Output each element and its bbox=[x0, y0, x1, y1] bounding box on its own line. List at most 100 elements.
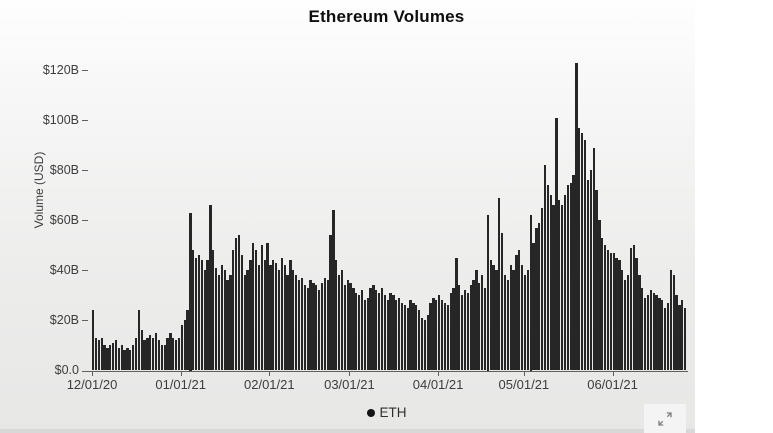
bar[interactable] bbox=[109, 345, 112, 371]
bar[interactable] bbox=[483, 287, 487, 371]
bar[interactable] bbox=[478, 282, 481, 371]
bar[interactable] bbox=[217, 275, 221, 371]
bar[interactable] bbox=[458, 285, 461, 371]
bar[interactable] bbox=[583, 140, 587, 371]
bar[interactable] bbox=[335, 260, 338, 371]
bar[interactable] bbox=[383, 295, 387, 371]
bar[interactable] bbox=[140, 330, 143, 371]
bar[interactable] bbox=[257, 265, 261, 371]
bar[interactable] bbox=[589, 170, 592, 371]
bar[interactable] bbox=[320, 282, 324, 371]
bar[interactable] bbox=[669, 270, 673, 371]
bar[interactable] bbox=[200, 260, 203, 371]
bar[interactable] bbox=[612, 252, 615, 371]
bar[interactable] bbox=[92, 310, 95, 371]
bar[interactable] bbox=[515, 255, 518, 371]
bar[interactable] bbox=[375, 290, 378, 371]
bar[interactable] bbox=[675, 295, 678, 371]
bar[interactable] bbox=[114, 340, 118, 371]
bar[interactable] bbox=[163, 345, 166, 371]
bar[interactable] bbox=[518, 250, 521, 371]
bar[interactable] bbox=[586, 180, 590, 371]
bar[interactable] bbox=[615, 257, 618, 371]
bar[interactable] bbox=[283, 265, 286, 371]
bar[interactable] bbox=[643, 297, 647, 371]
bar[interactable] bbox=[380, 287, 384, 371]
bar[interactable] bbox=[272, 260, 275, 371]
bar[interactable] bbox=[512, 270, 515, 371]
bar[interactable] bbox=[169, 332, 172, 371]
bar[interactable] bbox=[240, 255, 244, 371]
bar[interactable] bbox=[146, 337, 149, 371]
bar[interactable] bbox=[97, 340, 101, 371]
bar[interactable] bbox=[400, 302, 404, 371]
bar[interactable] bbox=[315, 285, 318, 371]
bar[interactable] bbox=[183, 320, 186, 371]
bar[interactable] bbox=[503, 275, 507, 371]
bar[interactable] bbox=[366, 297, 369, 371]
bar[interactable] bbox=[386, 300, 389, 371]
bar[interactable] bbox=[123, 350, 126, 371]
bar[interactable] bbox=[412, 302, 415, 371]
bar[interactable] bbox=[226, 280, 229, 371]
bar[interactable] bbox=[252, 242, 255, 371]
bar[interactable] bbox=[521, 265, 524, 371]
bar[interactable] bbox=[684, 307, 687, 371]
bar[interactable] bbox=[112, 342, 115, 371]
bar[interactable] bbox=[523, 275, 527, 371]
bar[interactable] bbox=[212, 250, 215, 371]
bar[interactable] bbox=[306, 287, 309, 371]
bar[interactable] bbox=[332, 210, 335, 371]
bar[interactable] bbox=[120, 345, 123, 371]
bar[interactable] bbox=[263, 260, 266, 371]
bar[interactable] bbox=[423, 320, 427, 371]
bar[interactable] bbox=[174, 340, 178, 371]
bar[interactable] bbox=[532, 242, 535, 371]
bar[interactable] bbox=[392, 295, 395, 371]
bar[interactable] bbox=[452, 287, 455, 371]
bar[interactable] bbox=[446, 305, 449, 371]
bar[interactable] bbox=[472, 280, 475, 371]
bar[interactable] bbox=[509, 265, 512, 371]
bar[interactable] bbox=[363, 300, 366, 371]
bar[interactable] bbox=[292, 270, 295, 371]
bar[interactable] bbox=[635, 257, 638, 371]
bar[interactable] bbox=[134, 337, 138, 371]
bar[interactable] bbox=[649, 290, 652, 371]
bar[interactable] bbox=[177, 337, 181, 371]
bar[interactable] bbox=[295, 275, 298, 371]
bar[interactable] bbox=[280, 257, 284, 371]
bar[interactable] bbox=[578, 127, 581, 371]
bar[interactable] bbox=[357, 295, 361, 371]
bar[interactable] bbox=[355, 292, 358, 371]
bar[interactable] bbox=[638, 275, 641, 371]
bar[interactable] bbox=[500, 232, 504, 371]
bar[interactable] bbox=[220, 265, 223, 371]
bar[interactable] bbox=[469, 285, 472, 371]
bar[interactable] bbox=[395, 300, 398, 371]
bar[interactable] bbox=[623, 280, 627, 371]
bar[interactable] bbox=[475, 270, 478, 371]
bar[interactable] bbox=[646, 295, 650, 371]
bar[interactable] bbox=[243, 275, 246, 371]
bar[interactable] bbox=[266, 242, 269, 371]
bar[interactable] bbox=[429, 302, 432, 371]
bar[interactable] bbox=[232, 250, 235, 371]
bar[interactable] bbox=[526, 270, 530, 371]
bar[interactable] bbox=[360, 290, 364, 371]
bar[interactable] bbox=[337, 275, 341, 371]
bar[interactable] bbox=[372, 285, 375, 371]
bar[interactable] bbox=[180, 325, 183, 371]
bar[interactable] bbox=[197, 255, 201, 371]
bar[interactable] bbox=[492, 265, 495, 371]
bar[interactable] bbox=[269, 265, 272, 371]
bar[interactable] bbox=[543, 165, 547, 371]
bar[interactable] bbox=[249, 260, 252, 371]
bar[interactable] bbox=[658, 297, 661, 371]
bar[interactable] bbox=[277, 270, 281, 371]
bar[interactable] bbox=[186, 310, 189, 371]
bar[interactable] bbox=[546, 185, 550, 371]
bar[interactable] bbox=[340, 270, 344, 371]
bar[interactable] bbox=[575, 62, 578, 371]
bar[interactable] bbox=[103, 345, 106, 371]
